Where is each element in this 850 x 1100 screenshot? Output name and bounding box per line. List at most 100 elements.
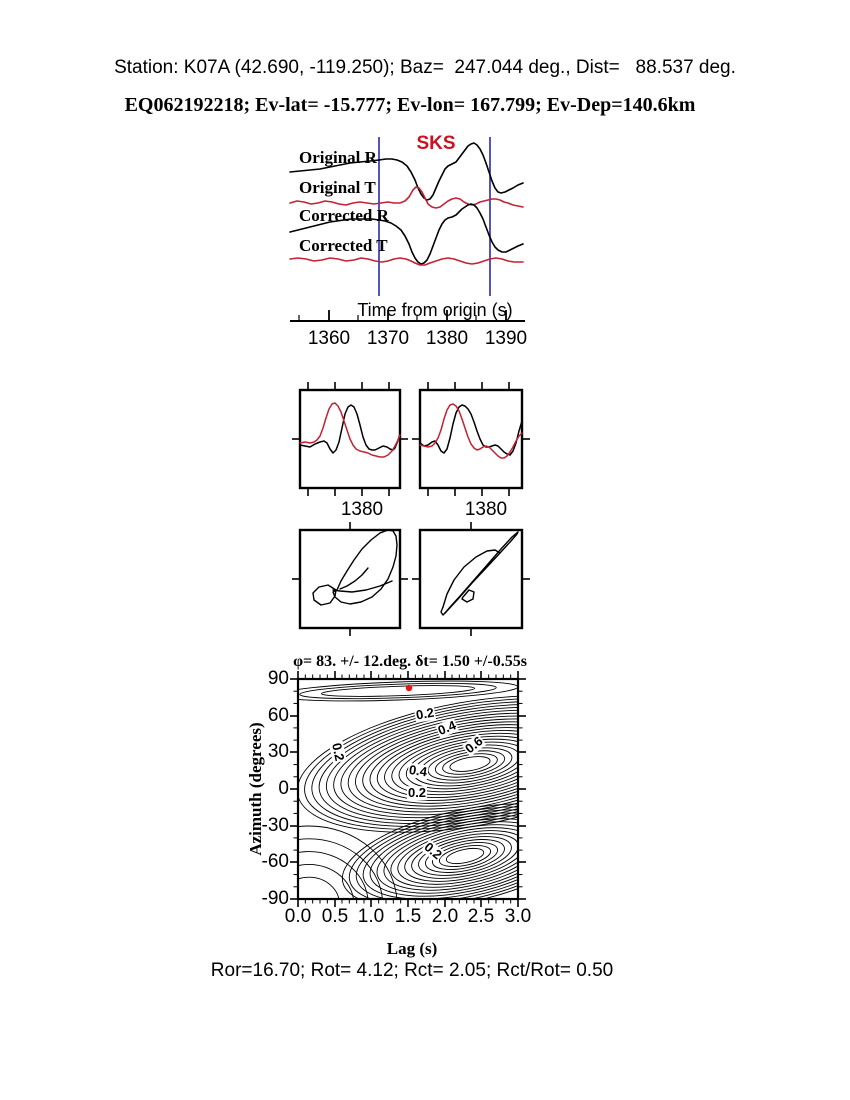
energy-ratio-stats: Ror=16.70; Rot= 4.12; Rct= 2.05; Rct/Rot…: [210, 960, 614, 981]
wave-panel-left-tick-label: 1380: [340, 499, 384, 520]
corrected-r-trace: [289, 203, 524, 265]
contour-line: [397, 827, 517, 885]
contour-line: [304, 698, 517, 830]
contour-frame: [290, 671, 526, 907]
contour-line: [299, 876, 340, 898]
fast-corrected--trace: [419, 403, 523, 459]
contour-level-label: 0.2: [413, 704, 437, 723]
contour-line: [411, 833, 517, 879]
time-tick-label: 1360: [307, 328, 351, 349]
azimuth-tick-label: 0: [278, 778, 289, 799]
phase-label: SKS: [416, 133, 456, 154]
contour-line: [390, 824, 517, 888]
contour-line: [418, 836, 512, 876]
contour-level-label: 0.4: [407, 761, 429, 780]
azimuth-tick-label: 30: [267, 741, 289, 762]
contour-line: [311, 701, 517, 827]
particle-motion-path: [444, 531, 519, 614]
window-panel-right: [412, 382, 530, 496]
trace-label-corrected-r: Corrected R: [299, 206, 389, 225]
contour-line: [376, 727, 517, 801]
event-title: EQ062192218; Ev-lat= -15.777; Ev-lon= 16…: [124, 94, 696, 116]
splitting-result-title: φ= 83. +/- 12.deg. δt= 1.50 +/-0.55s: [293, 653, 527, 670]
particle-motion-path: [332, 580, 393, 593]
contour-line: [341, 803, 517, 898]
contour-line: [449, 756, 491, 772]
particle-motion-panel-uncorrected: [292, 522, 408, 636]
lag-axis-label: Lag (s): [386, 939, 438, 958]
contour-line: [299, 825, 398, 898]
particle-motion-path: [332, 529, 398, 605]
slow-corrected--trace: [419, 404, 523, 456]
contour-line: [355, 718, 517, 810]
best-fit-marker: [405, 684, 413, 692]
contour-line: [398, 735, 517, 793]
azimuth-tick-label: 90: [267, 668, 289, 689]
particle-motion-path: [440, 606, 447, 616]
contour-line: [299, 863, 354, 898]
contour-line: [348, 806, 517, 898]
time-axis-label: Time from origin (s): [357, 300, 513, 320]
trace-label-original-t: Original T: [299, 178, 376, 197]
contour-line: [404, 830, 517, 882]
waveform-panel: [289, 137, 525, 322]
contour-line: [362, 812, 517, 898]
contour-line: [347, 715, 517, 813]
panel-border: [298, 528, 402, 630]
trace-label-original-r: Original R: [299, 148, 377, 167]
slow-original--trace: [299, 404, 401, 454]
contour-line: [445, 847, 485, 865]
contour-line: [431, 842, 499, 870]
contour-line: [391, 732, 517, 796]
azimuth-tick-label: 60: [267, 705, 289, 726]
original-r-trace: [289, 142, 524, 201]
particle-motion-path: [312, 584, 337, 606]
fast-original--trace: [299, 402, 401, 458]
contour-line: [369, 724, 517, 804]
contour-line: [299, 695, 517, 833]
wave-panel-right-tick-label: 1380: [464, 499, 508, 520]
lag-tick-label: 3.0: [504, 906, 532, 927]
trace-label-corrected-t: Corrected T: [299, 236, 388, 255]
lag-tick-label: 2.5: [467, 906, 495, 927]
azimuth-tick-label: -90: [261, 888, 289, 909]
time-tick-label: 1390: [484, 328, 528, 349]
azimuth-tick-label: -60: [261, 851, 289, 872]
contour-line: [299, 838, 383, 898]
contour-line: [333, 709, 517, 819]
original-t-trace: [289, 186, 524, 209]
contour-lines: [299, 680, 517, 898]
corrected-t-trace: [289, 257, 524, 266]
particle-motion-path: [339, 567, 369, 590]
station-title: Station: K07A (42.690, -119.250); Baz= 2…: [114, 57, 736, 78]
lag-tick-label: 2.0: [431, 906, 459, 927]
contour-line: [438, 844, 492, 868]
contour-line: [299, 682, 497, 700]
time-tick-label: 1370: [366, 328, 410, 349]
lag-tick-label: 1.5: [394, 906, 422, 927]
particle-motion-panel-corrected: [412, 522, 530, 636]
contour-line: [340, 712, 517, 816]
contour-line: [325, 706, 517, 822]
particle-motion-path: [461, 589, 475, 603]
particle-motion-path: [442, 549, 501, 608]
azimuth-axis-label: Azimuth (degrees): [246, 722, 265, 856]
contour-line: [425, 839, 505, 873]
azimuth-tick-label: -30: [261, 815, 289, 836]
contour-level-label: 0.2: [329, 740, 348, 764]
contour-line: [299, 680, 517, 702]
time-tick-label: 1380: [425, 328, 469, 349]
contour-line: [299, 851, 369, 898]
contour-line: [384, 730, 517, 798]
lag-tick-label: 0.5: [321, 906, 349, 927]
panel-border: [418, 388, 524, 490]
contour-line: [383, 821, 517, 891]
contour-line: [376, 818, 517, 894]
contour-line: [355, 809, 517, 898]
contour-line: [320, 685, 476, 697]
contour-level-label: 0.2: [406, 785, 428, 801]
contour-line: [362, 721, 517, 807]
window-panel-left: [292, 382, 408, 496]
